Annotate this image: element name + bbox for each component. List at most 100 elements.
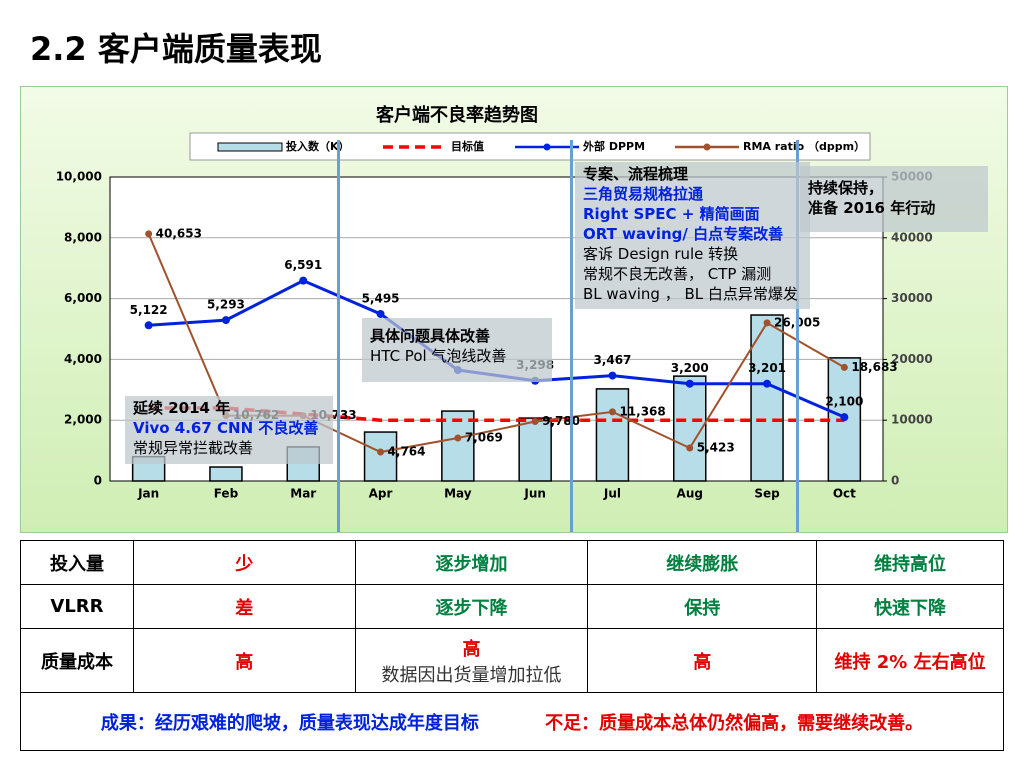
point xyxy=(299,276,308,285)
legend-marker xyxy=(703,143,711,151)
value-label: 5,423 xyxy=(697,441,735,455)
y2-tick-label: 30000 xyxy=(891,291,933,305)
y2-tick-label: 40000 xyxy=(891,230,933,244)
value-label: 5,293 xyxy=(207,298,245,312)
chart-title: 客户端不良率趋势图 xyxy=(376,104,538,126)
bar xyxy=(209,466,243,482)
cell: 高 数据因出货量增加拉低 xyxy=(354,628,589,693)
annotation-line: ORT waving/ 白点专案改善 xyxy=(583,225,784,243)
point xyxy=(531,418,539,426)
annotation-line: Right SPEC + 精简画面 xyxy=(583,205,760,223)
annotation-line: 持续保持， xyxy=(808,179,884,197)
point xyxy=(840,363,848,371)
row-header: VLRR xyxy=(20,584,134,629)
shortfall: 不足：质量成本总体仍然偏高，需要继续改善。 xyxy=(545,712,924,734)
annotation-line: 具体问题具体改善 xyxy=(370,327,491,345)
annotation-line: 常规不良无改善， CTP 漏测 xyxy=(583,265,772,283)
bar xyxy=(441,410,475,482)
annotation-line: HTC Pol 气泡线改善 xyxy=(370,347,507,365)
value-label: 3,467 xyxy=(593,353,631,367)
x-tick-label: Mar xyxy=(290,487,316,501)
annotation: 持续保持， 准备 2016 年行动 xyxy=(800,166,988,232)
bar xyxy=(673,375,707,482)
slide-title: 2.2 客户端质量表现 xyxy=(30,30,322,68)
point xyxy=(221,316,230,325)
value-label: 7,069 xyxy=(465,431,503,445)
point xyxy=(144,321,153,330)
cell: 保持 xyxy=(587,584,818,629)
y2-tick-label: 0 xyxy=(891,474,899,488)
bar xyxy=(518,417,552,482)
annotation-line: 准备 2016 年行动 xyxy=(808,199,936,217)
value-label: 2,100 xyxy=(825,395,863,409)
footer-cell: 成果：经历艰难的爬坡，质量表现达成年度目标 不足：质量成本总体仍然偏高，需要继续… xyxy=(20,692,1004,751)
summary-table: 投入量 少 逐步增加 继续膨胀 维持高位 VLRR 差 逐步下降 保持 快速下降… xyxy=(20,540,1004,751)
point xyxy=(454,434,462,442)
x-tick-label: Jun xyxy=(523,487,546,501)
cell-text: 高 xyxy=(462,638,481,660)
y-tick-label: 4,000 xyxy=(64,352,102,366)
cell: 维持高位 xyxy=(816,540,1004,585)
point xyxy=(686,444,694,452)
annotation-line: 专案、流程梳理 xyxy=(583,165,689,183)
point xyxy=(763,379,772,388)
point xyxy=(145,230,153,238)
result: 成果：经历艰难的爬坡，质量表现达成年度目标 xyxy=(100,712,479,734)
bar xyxy=(595,388,630,482)
annotation: 具体问题具体改善 HTC Pol 气泡线改善 xyxy=(362,318,552,382)
annotation: 延续 2014 年 Vivo 4.67 CNN 不良改善 常规异常拦截改善 xyxy=(125,396,333,464)
point xyxy=(763,319,771,327)
x-tick-label: Apr xyxy=(369,487,393,501)
annotation-line: 客诉 Design rule 转换 xyxy=(583,245,739,263)
legend-swatch xyxy=(217,142,283,152)
x-tick-label: Oct xyxy=(833,487,856,501)
cell: 高 xyxy=(132,628,356,693)
legend-label: 投入数（K） xyxy=(286,139,350,153)
annotation-line: Vivo 4.67 CNN 不良改善 xyxy=(133,419,319,437)
y-tick-label: 2,000 xyxy=(64,413,102,427)
cell: 快速下降 xyxy=(816,584,1004,629)
legend-marker xyxy=(543,143,551,151)
x-tick-label: Aug xyxy=(677,487,703,501)
cell-note: 数据因出货量增加拉低 xyxy=(381,664,562,686)
point xyxy=(377,448,385,456)
value-label: 5,495 xyxy=(362,291,400,305)
cell: 继续膨胀 xyxy=(587,540,818,585)
annotation-line: 三角贸易规格拉通 xyxy=(583,185,704,203)
legend-label: 目标值 xyxy=(451,139,484,153)
annotation-line: 延续 2014 年 xyxy=(133,399,231,417)
cell: 维持 2% 左右高位 xyxy=(816,628,1004,693)
point xyxy=(840,413,849,422)
x-tick-label: Jul xyxy=(603,487,621,501)
point xyxy=(608,408,616,416)
annotation-line: 常规异常拦截改善 xyxy=(133,439,254,457)
cell: 逐步增加 xyxy=(354,540,589,585)
value-label: 11,368 xyxy=(619,404,665,418)
y-tick-label: 10,000 xyxy=(56,170,102,184)
legend-label: 外部 DPPM xyxy=(582,139,645,153)
value-label: 40,653 xyxy=(156,226,202,240)
value-label: 18,683 xyxy=(851,360,897,374)
bar xyxy=(363,431,398,482)
divider xyxy=(570,140,573,532)
y2-tick-label: 10000 xyxy=(891,413,933,427)
value-label: 3,201 xyxy=(748,361,786,375)
value-label: 5,122 xyxy=(130,303,168,317)
plot-frame xyxy=(109,176,884,482)
cell: 逐步下降 xyxy=(354,584,589,629)
y-tick-label: 6,000 xyxy=(64,291,102,305)
x-tick-label: Jan xyxy=(137,487,159,501)
value-label: 4,764 xyxy=(388,445,426,459)
annotation-line: BL waving ， BL 白点异常爆发 xyxy=(583,285,798,303)
x-tick-label: Sep xyxy=(754,487,780,501)
cell: 差 xyxy=(132,584,356,629)
y-tick-label: 0 xyxy=(94,474,102,488)
x-tick-label: Feb xyxy=(214,487,239,501)
value-label: 3,200 xyxy=(671,361,709,375)
row-header: 质量成本 xyxy=(20,628,134,693)
y-tick-label: 8,000 xyxy=(64,230,102,244)
value-label: 9,780 xyxy=(542,414,580,428)
bar xyxy=(750,314,784,482)
divider xyxy=(337,140,340,532)
